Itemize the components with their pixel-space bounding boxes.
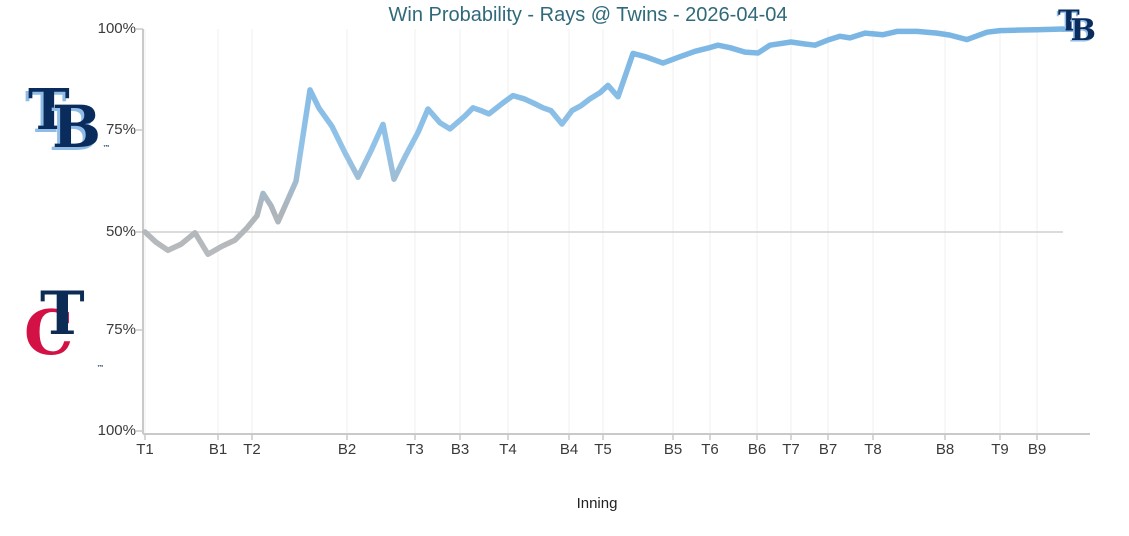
x-tick-label: T4: [499, 441, 517, 458]
x-tick-label: B7: [818, 441, 838, 458]
rays-team-logo: T B ™: [28, 77, 110, 161]
y-tick-label: 75%: [105, 121, 136, 138]
x-tick-label: B6: [747, 441, 767, 458]
x-tick-label: T1: [136, 441, 154, 458]
twins-logo-letter-c: C: [24, 296, 74, 369]
rays-logo-letter-b: B: [52, 93, 102, 161]
x-axis-title: Inning: [576, 495, 618, 512]
rays-logo-letter-t: T: [28, 77, 70, 143]
rays-logo-letter-b: B: [1070, 11, 1096, 48]
trademark-symbol: ™: [97, 363, 104, 372]
y-tick-label: 50%: [105, 223, 136, 240]
x-tick-label: T3: [406, 441, 424, 458]
x-tick-label: B2: [337, 441, 357, 458]
twins-team-logo: C T ™: [24, 284, 104, 374]
x-tick-label: B1: [208, 441, 228, 458]
x-tick-label: B5: [663, 441, 683, 458]
twins-logo-letter-t: T: [40, 279, 85, 349]
win-probability-line: [142, 26, 1066, 258]
trademark-symbol: ™: [103, 143, 110, 152]
x-tick-label: B4: [559, 441, 579, 458]
x-tick-label: T7: [782, 441, 800, 458]
y-tick-label: 75%: [105, 321, 136, 338]
x-tick-label: B3: [450, 441, 470, 458]
x-tick-label: T5: [594, 441, 612, 458]
x-tick-label: T8: [864, 441, 882, 458]
x-tick-label: B9: [1027, 441, 1047, 458]
x-tick-label: T9: [991, 441, 1009, 458]
y-tick-label: 100%: [97, 20, 136, 37]
x-tick-label: T6: [701, 441, 719, 458]
x-tick-label: T2: [243, 441, 261, 458]
x-tick-label: B8: [935, 441, 955, 458]
chart-title: Win Probability - Rays @ Twins - 2026-04…: [388, 4, 788, 26]
y-tick-label: 100%: [97, 422, 136, 439]
